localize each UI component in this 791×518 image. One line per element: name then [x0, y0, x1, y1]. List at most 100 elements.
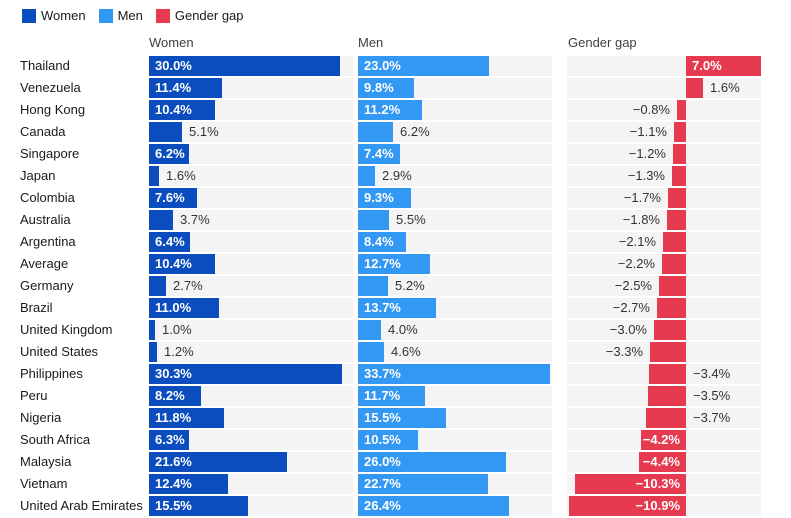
gender-gap-bar [677, 100, 686, 120]
gender-gap-bar [673, 144, 686, 164]
men-value-label: 9.3% [364, 190, 394, 205]
gender-gap-value-label: −3.7% [693, 410, 731, 425]
gender-gap-row-stripe: −1.1% [567, 122, 761, 142]
women-value-label: 5.1% [189, 124, 219, 139]
women-bar [149, 276, 166, 296]
women-bar [149, 144, 189, 164]
men-bar [358, 430, 418, 450]
men-bar [358, 320, 381, 340]
men-row-stripe: 11.2% [358, 100, 552, 120]
country-label: Peru [20, 388, 48, 403]
men-bar [358, 386, 425, 406]
men-bar [358, 364, 550, 384]
women-bar [149, 474, 228, 494]
gender-gap-column-header: Gender gap [568, 35, 637, 50]
gender-gap-row-stripe: −10.3% [567, 474, 761, 494]
men-bar [358, 408, 446, 428]
gender-gap-bar [667, 210, 686, 230]
gender-gap-row-stripe: −2.1% [567, 232, 761, 252]
men-row-stripe: 23.0% [358, 56, 552, 76]
country-label: Malaysia [20, 454, 72, 469]
legend-item-gender-gap: Gender gap [155, 8, 244, 23]
women-row-stripe: 30.0% [149, 56, 353, 76]
men-value-label: 13.7% [364, 300, 401, 315]
women-column-header: Women [149, 35, 194, 50]
gender-gap-bar [648, 386, 686, 406]
gender-gap-value-label: −1.3% [627, 168, 665, 183]
country-label: Australia [20, 212, 71, 227]
gender-gap-row-stripe: −1.3% [567, 166, 761, 186]
men-swatch-icon [98, 8, 113, 23]
gender-gap-value-label: −1.1% [629, 124, 667, 139]
men-value-label: 22.7% [364, 476, 401, 491]
men-row-stripe: 12.7% [358, 254, 552, 274]
gender-gap-value-label: −2.2% [617, 256, 655, 271]
gender-gap-value-label: −3.3% [605, 344, 643, 359]
men-value-label: 5.2% [395, 278, 425, 293]
men-row-stripe: 15.5% [358, 408, 552, 428]
women-value-label: 6.2% [155, 146, 185, 161]
men-row-stripe: 4.0% [358, 320, 552, 340]
gender-gap-value-label: −3.4% [693, 366, 731, 381]
gender-gap-bar [686, 78, 703, 98]
gender-gap-bar [686, 56, 761, 76]
men-value-label: 9.8% [364, 80, 394, 95]
women-value-label: 12.4% [155, 476, 192, 491]
country-label: Philippines [20, 366, 83, 381]
women-bar [149, 408, 224, 428]
women-value-label: 2.7% [173, 278, 203, 293]
country-label: Canada [20, 124, 66, 139]
gender-gap-value-label: −10.9% [635, 498, 680, 513]
gender-gap-bar [569, 496, 686, 516]
men-value-label: 10.5% [364, 432, 401, 447]
men-bar [358, 298, 436, 318]
gender-gap-value-label: −2.5% [614, 278, 652, 293]
men-bar [358, 144, 400, 164]
gender-gap-value-label: −1.8% [622, 212, 660, 227]
gender-gap-bar [668, 188, 686, 208]
men-bar [358, 122, 393, 142]
gender-gap-bar [650, 342, 686, 362]
women-bar [149, 232, 190, 252]
country-label: Venezuela [20, 80, 81, 95]
gender-gap-bar [674, 122, 686, 142]
women-value-label: 8.2% [155, 388, 185, 403]
women-value-label: 1.0% [162, 322, 192, 337]
men-bar [358, 276, 388, 296]
women-bar [149, 430, 189, 450]
women-row-stripe: 10.4% [149, 100, 353, 120]
country-label: Singapore [20, 146, 80, 161]
gender-gap-row-stripe: −0.8% [567, 100, 761, 120]
men-bar [358, 342, 384, 362]
gender-gap-row-stripe: −2.2% [567, 254, 761, 274]
women-value-label: 10.4% [155, 256, 192, 271]
gender-gap-value-label: −2.1% [618, 234, 656, 249]
gender-gap-bar [672, 166, 686, 186]
gender-gap-row-stripe: −1.2% [567, 144, 761, 164]
gender-gap-swatch-icon [155, 8, 170, 23]
gender-gap-bar [657, 298, 686, 318]
women-bar [149, 320, 155, 340]
men-value-label: 8.4% [364, 234, 394, 249]
women-row-stripe: 12.4% [149, 474, 353, 494]
women-value-label: 10.4% [155, 102, 192, 117]
men-value-label: 15.5% [364, 410, 401, 425]
women-value-label: 3.7% [180, 212, 210, 227]
women-row-stripe: 3.7% [149, 210, 353, 230]
women-bar [149, 100, 215, 120]
men-value-label: 6.2% [400, 124, 430, 139]
legend: Women Men Gender gap [22, 8, 244, 23]
women-bar [149, 166, 159, 186]
country-label: Argentina [20, 234, 76, 249]
gender-gap-value-label: 7.0% [692, 58, 722, 73]
legend-item-women: Women [22, 8, 86, 23]
women-value-label: 1.2% [164, 344, 194, 359]
women-row-stripe: 7.6% [149, 188, 353, 208]
men-row-stripe: 11.7% [358, 386, 552, 406]
gender-gap-row-stripe: −1.7% [567, 188, 761, 208]
men-row-stripe: 10.5% [358, 430, 552, 450]
men-bar [358, 56, 489, 76]
men-row-stripe: 7.4% [358, 144, 552, 164]
men-row-stripe: 9.3% [358, 188, 552, 208]
women-row-stripe: 6.2% [149, 144, 353, 164]
